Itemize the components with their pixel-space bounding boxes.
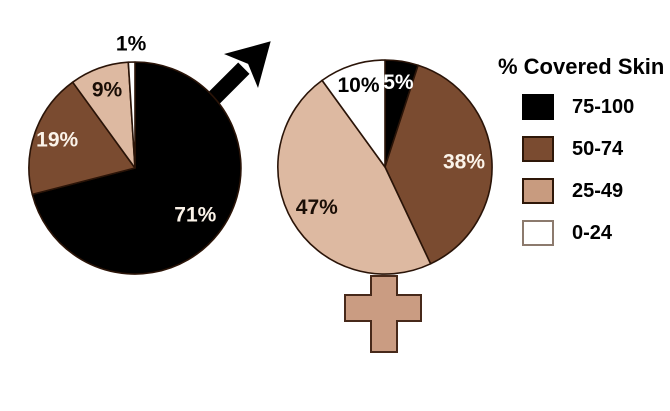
legend-swatch-75-100 xyxy=(522,94,554,120)
legend-swatch-50-74 xyxy=(522,136,554,162)
legend-swatch-0-24 xyxy=(522,220,554,246)
legend-title: % Covered Skin xyxy=(498,54,665,79)
female-symbol-icon xyxy=(344,275,422,353)
female-cross xyxy=(344,275,422,353)
male-pie-chart: 71% 19% 9% 1% xyxy=(28,33,242,275)
pie-slice-female-0-24 xyxy=(321,59,386,168)
legend: % Covered Skin 75-100 50-74 25-49 0-24 xyxy=(498,54,664,246)
legend-swatch-25-49 xyxy=(522,178,554,204)
pie-slice-female-25-49 xyxy=(277,79,432,275)
pie-slice-female-50-74 xyxy=(384,64,493,265)
legend-item-25-49: 25-49 xyxy=(522,178,664,204)
pie-label-male-0-24: 1% xyxy=(116,33,147,56)
legend-item-50-74: 50-74 xyxy=(522,136,664,162)
legend-label-50-74: 50-74 xyxy=(572,138,624,160)
female-pie-chart: 5% 38% 47% 10% xyxy=(277,59,493,275)
legend-label-25-49: 25-49 xyxy=(572,180,624,202)
legend-items: 75-100 50-74 25-49 0-24 xyxy=(522,94,664,246)
pie-label-male-75-100: 71% xyxy=(174,203,216,226)
pie-label-female-25-49: 47% xyxy=(296,196,338,219)
pie-label-female-75-100: 5% xyxy=(383,71,414,94)
pie-slice-male-0-24 xyxy=(127,61,136,169)
legend-item-0-24: 0-24 xyxy=(522,220,664,246)
pie-label-male-25-49: 9% xyxy=(92,79,123,102)
legend-label-0-24: 0-24 xyxy=(572,222,613,244)
pie-label-female-0-24: 10% xyxy=(337,74,379,97)
pie-slice-male-50-74 xyxy=(28,81,136,196)
legend-item-75-100: 75-100 xyxy=(522,94,664,120)
male-arrow-head xyxy=(224,41,271,88)
pie-label-female-50-74: 38% xyxy=(443,151,485,174)
pie-label-male-50-74: 19% xyxy=(36,129,78,152)
legend-label-75-100: 75-100 xyxy=(572,96,635,118)
pie-slice-male-75-100 xyxy=(31,61,242,275)
